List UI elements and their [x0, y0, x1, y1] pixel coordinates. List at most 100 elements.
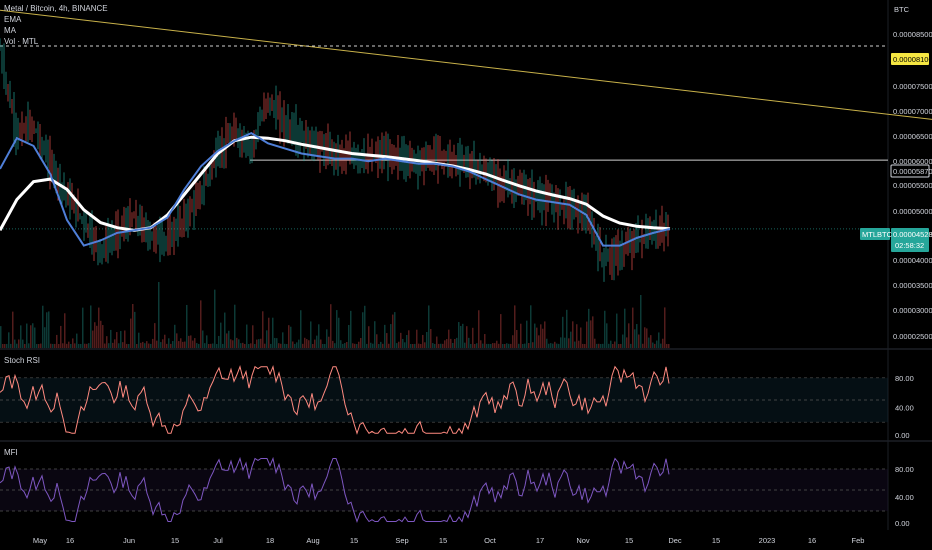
volume-bar: [322, 343, 324, 348]
volume-bar: [460, 325, 462, 348]
volume-bar: [18, 339, 20, 348]
volume-bar: [354, 343, 356, 348]
volume-bar: [594, 338, 596, 348]
x-tick-label: Jul: [213, 536, 223, 545]
volume-bar: [188, 335, 190, 348]
volume-bar: [20, 325, 22, 348]
legend-volume[interactable]: Vol · MTL: [4, 37, 39, 46]
volume-bar: [462, 323, 464, 348]
volume-bar: [352, 343, 354, 348]
volume-bar: [468, 337, 470, 348]
legend-ma[interactable]: MA: [4, 26, 16, 35]
volume-bar: [184, 341, 186, 348]
volume-bar: [214, 289, 216, 348]
volume-bar: [410, 343, 412, 348]
volume-bar: [564, 337, 566, 348]
volume-bar: [370, 342, 372, 348]
volume-bar: [438, 343, 440, 348]
legend-ema[interactable]: EMA: [4, 15, 22, 24]
volume-bar: [380, 341, 382, 348]
volume-bar: [142, 341, 144, 348]
volume-bar: [668, 343, 670, 348]
volume-bar: [598, 343, 600, 348]
volume-bar: [6, 343, 8, 348]
volume-bar: [604, 310, 606, 348]
volume-bar: [172, 341, 174, 348]
volume-bar: [236, 337, 238, 348]
volume-bar: [28, 343, 30, 348]
volume-bar: [42, 305, 44, 348]
volume-bar: [394, 312, 396, 348]
volume-bar: [582, 343, 584, 348]
x-tick-label: 15: [171, 536, 179, 545]
volume-bar: [328, 336, 330, 348]
volume-bar: [304, 337, 306, 348]
volume-bar: [444, 340, 446, 348]
volume-bar: [390, 324, 392, 348]
volume-bar: [660, 343, 662, 348]
symbol-label: MTLBTC: [862, 230, 893, 239]
volume-bar: [508, 343, 510, 348]
volume-bar: [0, 326, 2, 348]
x-tick-label: Nov: [576, 536, 590, 545]
volume-bar: [116, 332, 118, 348]
volume-bar: [570, 331, 572, 348]
volume-bar: [160, 342, 162, 348]
volume-bar: [556, 343, 558, 348]
volume-bar: [88, 343, 90, 348]
volume-bar: [452, 342, 454, 348]
y-tick-label: 0.00005870: [893, 167, 932, 176]
volume-bar: [140, 342, 142, 348]
volume-bar: [480, 340, 482, 348]
volume-bar: [560, 337, 562, 348]
volume-bar: [448, 329, 450, 348]
volume-bar: [498, 343, 500, 348]
mfi-label[interactable]: MFI: [4, 448, 18, 457]
volume-bar: [334, 343, 336, 348]
volume-bar: [652, 342, 654, 348]
currency-label: BTC: [894, 5, 910, 14]
volume-bar: [494, 343, 496, 348]
volume-bar: [610, 340, 612, 348]
volume-bar: [406, 334, 408, 348]
stoch-rsi-label[interactable]: Stoch RSI: [4, 356, 41, 365]
volume-bar: [336, 310, 338, 348]
volume-bar: [34, 327, 36, 348]
volume-bar: [586, 321, 588, 348]
volume-bar: [344, 343, 346, 348]
volume-bar: [330, 304, 332, 348]
volume-bar: [548, 343, 550, 348]
volume-bar: [464, 342, 466, 348]
volume-bar: [194, 338, 196, 348]
volume-bar: [14, 339, 16, 348]
volume-bar: [506, 343, 508, 348]
volume-bar: [156, 340, 158, 348]
volume-bar: [340, 340, 342, 348]
volume-bar: [46, 312, 48, 348]
volume-bar: [486, 343, 488, 348]
volume-bar: [666, 343, 668, 348]
volume-bar: [332, 340, 334, 348]
volume-bar: [108, 343, 110, 348]
volume-bar: [138, 332, 140, 348]
volume-bar: [212, 343, 214, 348]
volume-bar: [52, 343, 54, 348]
volume-bar: [66, 343, 68, 348]
x-tick-label: 15: [625, 536, 633, 545]
volume-bar: [612, 343, 614, 348]
volume-bar: [482, 343, 484, 348]
volume-bar: [38, 343, 40, 348]
volume-bar: [48, 311, 50, 348]
volume-bar: [286, 343, 288, 348]
volume-bar: [178, 341, 180, 348]
volume-bar: [372, 343, 374, 348]
volume-bar: [292, 341, 294, 348]
volume-bar: [8, 332, 10, 348]
ema-line: [0, 131, 671, 247]
volume-bar: [68, 341, 70, 348]
volume-bar: [324, 343, 326, 348]
volume-bar: [540, 324, 542, 348]
volume-bar: [382, 343, 384, 348]
volume-bar: [350, 310, 352, 348]
